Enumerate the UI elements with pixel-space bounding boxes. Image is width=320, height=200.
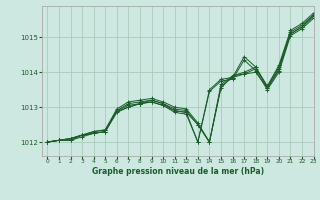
X-axis label: Graphe pression niveau de la mer (hPa): Graphe pression niveau de la mer (hPa): [92, 167, 264, 176]
